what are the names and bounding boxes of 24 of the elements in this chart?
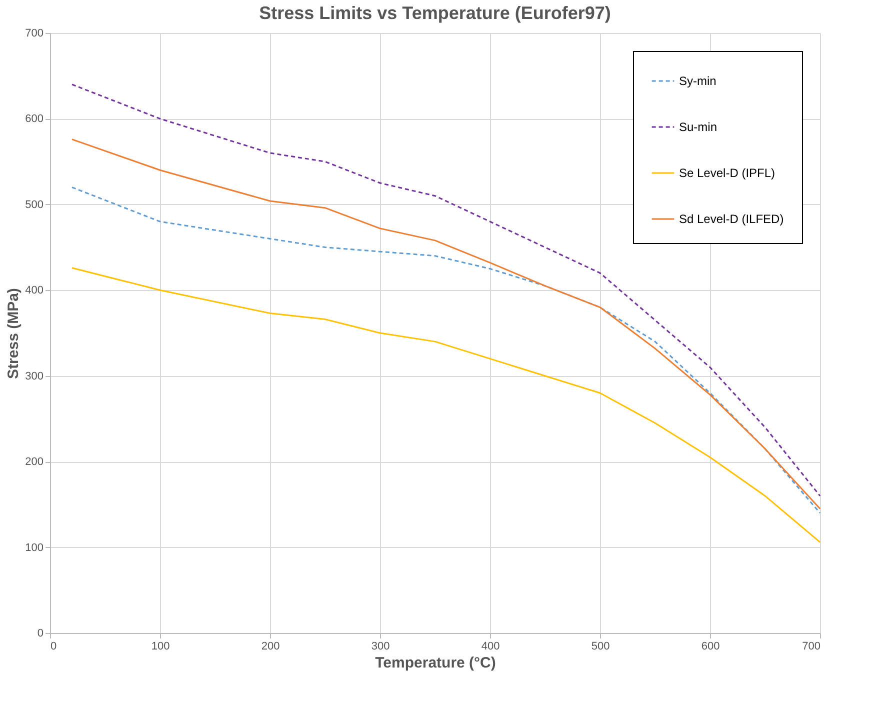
y-tick-label: 0 <box>37 628 44 640</box>
legend-label: Su-min <box>679 120 718 134</box>
line-series <box>71 267 821 543</box>
y-tick-label: 700 <box>25 28 44 40</box>
y-tick-label: 100 <box>25 542 44 554</box>
y-tick-label: 600 <box>25 113 44 126</box>
x-axis-title: Temperature (°C) <box>375 654 496 672</box>
y-tick-label: 500 <box>25 198 44 211</box>
y-tick-label: 200 <box>25 456 44 468</box>
x-tick-label: 0 <box>50 640 57 652</box>
x-tick-label: 300 <box>371 640 390 652</box>
x-tick-label: 400 <box>481 640 500 652</box>
legend-label: Sd Level-D (ILFED) <box>679 212 784 226</box>
x-tick-label: 700 <box>802 640 820 652</box>
y-tick-label: 400 <box>25 284 44 297</box>
x-tick-label: 600 <box>701 640 720 652</box>
chart-title: Stress Limits vs Temperature (Eurofer97) <box>259 3 611 23</box>
x-tick-label: 100 <box>151 640 170 652</box>
legend-label: Sy-min <box>679 74 716 88</box>
x-tick-label: 200 <box>261 640 280 652</box>
legend-label: Se Level-D (IPFL) <box>679 166 776 180</box>
y-axis-title: Stress (MPa) <box>5 288 22 379</box>
x-tick-label: 500 <box>591 640 610 652</box>
y-tick-label: 300 <box>25 370 44 382</box>
